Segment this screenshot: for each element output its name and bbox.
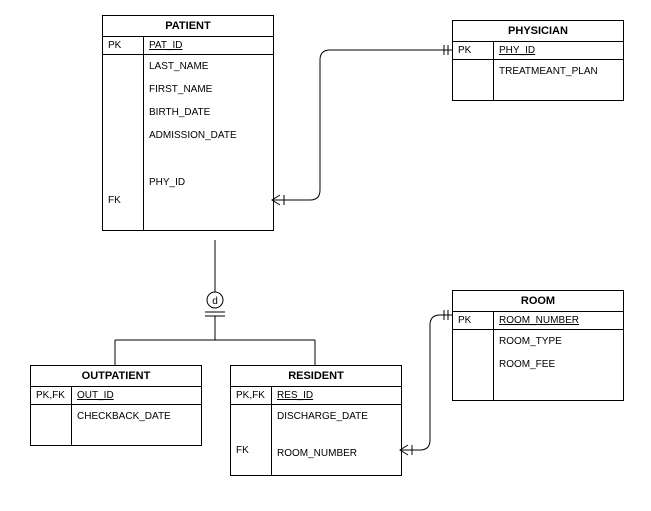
- header-row: PK PAT_ID: [103, 37, 273, 55]
- inheritance-symbol: d: [212, 296, 218, 307]
- entity-title-resident: RESIDENT: [231, 366, 401, 387]
- key-col: FK: [103, 55, 144, 230]
- key-col: [453, 60, 494, 100]
- entity-body: ROOM_TYPE ROOM_FEE: [453, 330, 623, 400]
- entity-title-outpatient: OUTPATIENT: [31, 366, 201, 387]
- attr-col: ROOM_TYPE ROOM_FEE: [494, 330, 623, 400]
- id-header: PAT_ID: [144, 37, 273, 54]
- attr-discharge-date: DISCHARGE_DATE: [272, 405, 401, 428]
- entity-body: FK DISCHARGE_DATE ROOM_NUMBER: [231, 405, 401, 475]
- attr-col: DISCHARGE_DATE ROOM_NUMBER: [272, 405, 401, 475]
- attr-treatment-plan: TREATMEANT_PLAN: [494, 60, 623, 83]
- attr-checkback-date: CHECKBACK_DATE: [72, 405, 201, 428]
- pk-header: PK,FK: [231, 387, 272, 404]
- attr-admission-date: ADMISSION_DATE: [144, 124, 273, 147]
- entity-title-room: ROOM: [453, 291, 623, 312]
- cardinality-room: [444, 310, 448, 320]
- pk-header: PK: [453, 42, 494, 59]
- entity-outpatient: OUTPATIENT PK,FK OUT_ID CHECKBACK_DATE: [30, 365, 202, 446]
- pk-header: PK,FK: [31, 387, 72, 404]
- attr-room-type: ROOM_TYPE: [494, 330, 623, 353]
- entity-room: ROOM PK ROOM_NUMBER ROOM_TYPE ROOM_FEE: [452, 290, 624, 401]
- inheritance-circle-icon: [207, 292, 223, 308]
- key-col: FK: [231, 405, 272, 475]
- attr-col: LAST_NAME FIRST_NAME BIRTH_DATE ADMISSIO…: [144, 55, 273, 230]
- header-row: PK,FK RES_ID: [231, 387, 401, 405]
- header-row: PK PHY_ID: [453, 42, 623, 60]
- pk-header: PK: [453, 312, 494, 329]
- entity-body: TREATMEANT_PLAN: [453, 60, 623, 100]
- attr-room-fee: ROOM_FEE: [494, 353, 623, 376]
- id-header: ROOM_NUMBER: [494, 312, 623, 329]
- cardinality-physician: [444, 45, 448, 55]
- entity-title-patient: PATIENT: [103, 16, 273, 37]
- entity-physician: PHYSICIAN PK PHY_ID TREATMEANT_PLAN: [452, 20, 624, 101]
- attr-col: TREATMEANT_PLAN: [494, 60, 623, 100]
- key-col: [31, 405, 72, 445]
- id-header: PHY_ID: [494, 42, 623, 59]
- id-header: OUT_ID: [72, 387, 201, 404]
- header-row: PK,FK OUT_ID: [31, 387, 201, 405]
- entity-body: FK LAST_NAME FIRST_NAME BIRTH_DATE ADMIS…: [103, 55, 273, 230]
- entity-title-physician: PHYSICIAN: [453, 21, 623, 42]
- fk-label: FK: [236, 445, 249, 456]
- header-row: PK ROOM_NUMBER: [453, 312, 623, 330]
- attr-col: CHECKBACK_DATE: [72, 405, 201, 445]
- id-header: RES_ID: [272, 387, 401, 404]
- key-col: [453, 330, 494, 400]
- pk-header: PK: [103, 37, 144, 54]
- entity-patient: PATIENT PK PAT_ID FK LAST_NAME FIRST_NAM…: [102, 15, 274, 231]
- edge-resident-room: [400, 315, 452, 450]
- attr-phy-id: PHY_ID: [144, 147, 273, 194]
- edge-patient-physician: [272, 50, 452, 200]
- attr-room-number: ROOM_NUMBER: [272, 428, 401, 465]
- attr-first-name: FIRST_NAME: [144, 78, 273, 101]
- attr-birth-date: BIRTH_DATE: [144, 101, 273, 124]
- entity-resident: RESIDENT PK,FK RES_ID FK DISCHARGE_DATE …: [230, 365, 402, 476]
- entity-body: CHECKBACK_DATE: [31, 405, 201, 445]
- fk-label: FK: [108, 195, 121, 206]
- attr-last-name: LAST_NAME: [144, 55, 273, 78]
